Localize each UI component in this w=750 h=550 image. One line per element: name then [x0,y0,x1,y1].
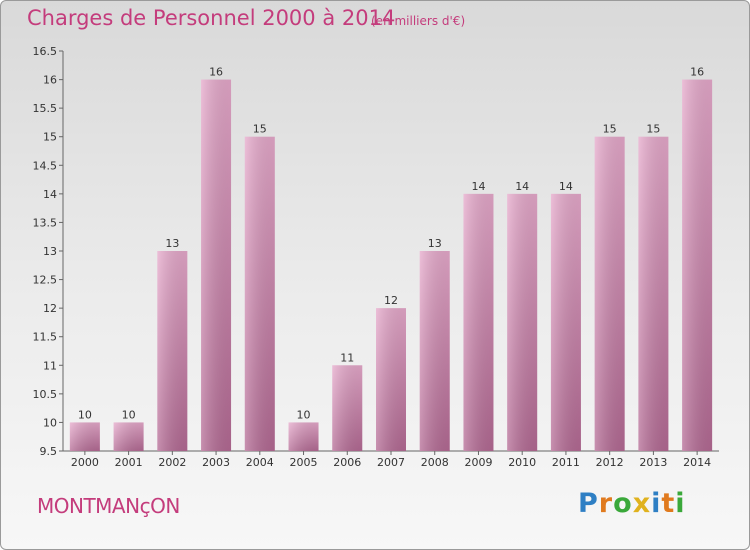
x-tick-label: 2008 [421,456,449,469]
logo-letter: o [613,488,633,519]
x-tick-label: 2007 [377,456,405,469]
x-tick-label: 2005 [290,456,318,469]
bar-group: 14 [507,180,538,451]
city-name: MONTMANçON [37,494,180,518]
y-tick-label: 15 [43,131,57,144]
x-tick-label: 2003 [202,456,230,469]
bar-group: 13 [419,237,450,451]
bar-shade [113,422,144,451]
y-tick-label: 13 [43,245,57,258]
x-tick-label: 2002 [158,456,186,469]
y-tick-label: 12.5 [33,274,58,287]
bar-value-label: 15 [253,123,267,136]
bar-shade [244,136,275,451]
x-tick-label: 2014 [683,456,711,469]
x-tick-label: 2001 [115,456,143,469]
x-tick-label: 2009 [464,456,492,469]
bar-shade [288,422,319,451]
bar-group: 10 [113,408,144,451]
y-tick-label: 14 [43,188,57,201]
bar-value-label: 14 [559,180,573,193]
bar-value-label: 14 [471,180,485,193]
bar-value-label: 12 [384,294,398,307]
bar-value-label: 15 [603,123,617,136]
x-tick-label: 2011 [552,456,580,469]
x-tick-label: 2010 [508,456,536,469]
logo-letter: x [632,488,652,519]
bar-shade [69,422,100,451]
y-tick-label: 10.5 [33,388,58,401]
bar-value-label: 15 [646,123,660,136]
chart-title: Charges de Personnel 2000 à 2014 [27,6,396,30]
bar-value-label: 13 [165,237,179,250]
x-tick-label: 2006 [333,456,361,469]
y-tick-label: 15.5 [33,102,58,115]
bar-group: 14 [463,180,494,451]
bar-shade [682,79,713,452]
y-tick-label: 13.5 [33,216,58,229]
axes: 9.5 10 10.5 11 11.5 12 12.5 13 13.5 14 14.5 15 15.5 1… [33,45,719,469]
logo-letter: r [598,488,614,519]
x-tick-label: 2004 [246,456,274,469]
bar-value-label: 16 [690,66,704,79]
bar-group: 10 [288,408,319,451]
bar-shade [376,308,406,451]
x-tick-label: 2012 [596,456,624,469]
bar-group: 13 [157,237,188,451]
bar-group: 14 [550,180,581,451]
bar-group: 15 [638,123,669,451]
logo-letter: i [651,488,662,519]
chart-subtitle: (en milliers d'€) [371,14,466,28]
x-tick-label: 2000 [71,456,99,469]
y-tick-label: 11.5 [33,331,58,344]
logo-letter: P [578,488,599,519]
bar-group: 10 [69,408,100,451]
y-tick-label: 11 [43,359,57,372]
y-tick-label: 10 [43,416,57,429]
bar-value-label: 11 [340,351,354,364]
bar-shade [594,136,625,451]
x-tick-label: 2013 [639,456,667,469]
bar-value-label: 13 [428,237,442,250]
logo-letter: i [675,488,686,519]
proxiti-logo: Proxiti [578,488,686,519]
bar-shade [332,365,363,451]
y-tick-label: 16 [43,74,57,87]
bar-group: 16 [201,66,232,452]
bar-shade [157,251,188,451]
bar-shade [201,79,232,452]
bar-value-label: 10 [297,408,311,421]
bar-group: 11 [332,351,363,451]
y-tick-label: 12 [43,302,57,315]
bar-value-label: 14 [515,180,529,193]
y-tick-label: 14.5 [33,159,58,172]
bar-shade [550,193,581,451]
bar-group: 15 [594,123,625,451]
bar-group: 12 [376,294,406,451]
bar-value-label: 10 [78,408,92,421]
bar-group: 15 [244,123,275,451]
bar-group: 16 [682,66,713,452]
bar-shade [638,136,669,451]
bars: 10 10 13 16 15 10 11 12 13 14 14 14 15 15 16 [69,66,713,452]
bar-value-label: 10 [122,408,136,421]
y-tick-label: 16.5 [33,45,58,58]
bar-shade [463,193,494,451]
y-tick-label: 9.5 [40,445,58,458]
bar-shade [419,251,450,451]
bar-shade [507,193,538,451]
bar-value-label: 16 [209,66,223,79]
logo-letter: t [661,488,676,519]
